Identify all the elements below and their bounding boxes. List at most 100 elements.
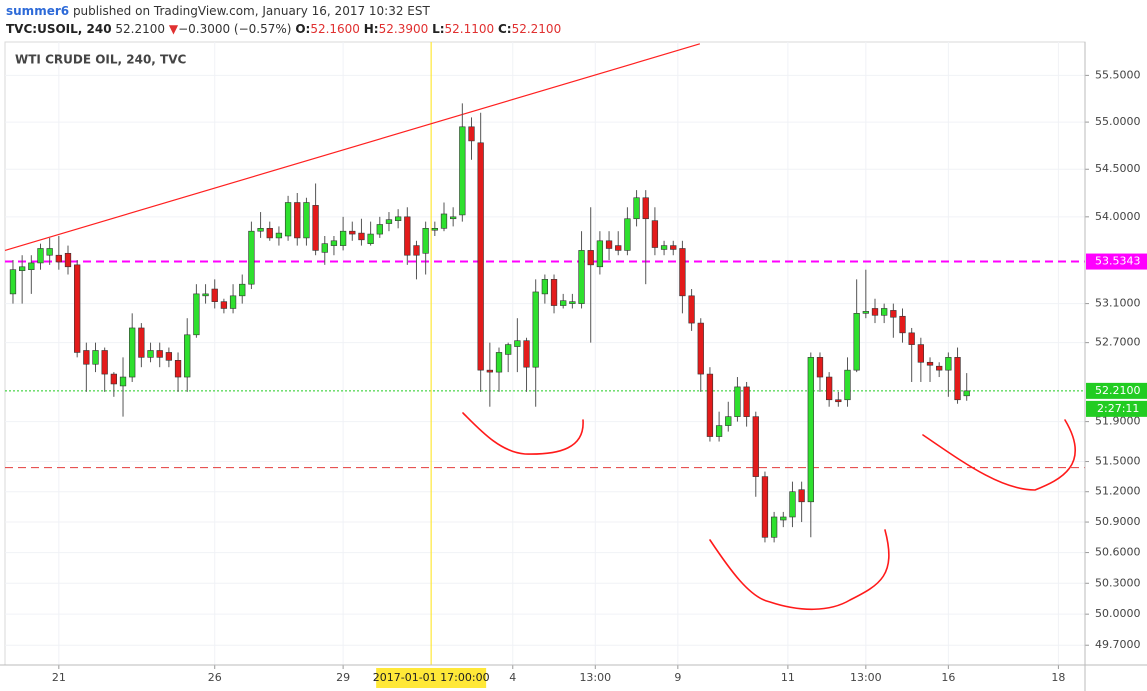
x-tick-label: 11 [781,671,795,684]
countdown: 2:27:11 [1097,402,1139,415]
change-arrow: ▼ [168,22,179,36]
candle-body [615,245,622,251]
candle-body [404,216,411,256]
last-price: 52.2100 [115,22,166,36]
candle-body [798,489,805,503]
candle-body [936,365,943,371]
candle-body [9,269,17,295]
candle-body [321,243,328,253]
candle-body [229,295,237,309]
y-tick-label: 49.7000 [1095,638,1141,651]
candle-body [74,264,81,353]
x-tick-label: 18 [1051,671,1065,684]
low-label: L: [432,22,445,36]
candle-body [715,425,723,437]
candle-body [560,300,567,306]
x-tick-label: 9 [674,671,681,684]
header: summer6 published on TradingView.com, Ja… [6,2,561,38]
countdown-box [1086,400,1147,417]
candle-body [129,327,136,378]
candle-body [881,308,888,316]
candle-body [523,340,530,368]
candle-body [46,248,53,256]
author[interactable]: summer6 [6,4,70,18]
candle-body [174,360,182,378]
candle-body [605,240,613,249]
candle-body [450,216,457,220]
candle-body [780,516,787,521]
level-label-box [1086,382,1147,399]
marks [4,42,1085,665]
candle-body [64,252,72,268]
candle-body [202,293,209,297]
candle-body [945,357,952,371]
candle-body [239,283,246,297]
crosshair-label-box [376,668,487,688]
candle-body [92,350,99,365]
x-tick-label: 4 [509,671,516,684]
candle-body [312,205,319,251]
y-tick-label: 50.6000 [1095,546,1141,559]
candle-body [642,197,649,220]
high-label: H: [363,22,379,36]
grid [5,42,1085,665]
chart-title: WTI CRUDE OIL, 240, TVC [15,53,186,67]
candle-body [211,288,218,302]
candle-body [697,322,704,375]
drawings [462,412,1077,611]
candle-body [422,228,429,254]
candle-body [917,344,924,363]
freehand-arc [462,412,584,455]
candle-body [578,250,585,304]
candle-body [514,340,521,347]
x-tick-label: 16 [941,671,955,684]
close: 52.2100 [511,22,562,36]
candle-body [844,369,851,401]
candle-body [193,293,200,336]
y-tick-label: 50.0000 [1095,607,1141,620]
candle-body [284,202,292,237]
x-tick-label: 29 [336,671,350,684]
y-tick-label: 50.3000 [1095,576,1141,589]
freehand-arc [922,419,1077,491]
level-label: 52.2100 [1095,384,1141,397]
candle-body [101,350,108,375]
x-tick-label: 26 [208,671,222,684]
published: published on TradingView.com, January 16… [72,4,430,18]
candle-body [367,233,374,244]
candle-body [339,230,347,246]
candle-body [550,279,558,306]
candle-body [83,350,90,365]
candle-body [505,344,512,355]
candle-body [55,254,62,263]
candle-body [138,327,145,358]
candle-body [486,369,493,373]
y-tick-label: 53.1000 [1095,297,1141,310]
candle-body [459,126,466,216]
candle-body [587,250,594,266]
candle-body [871,308,879,316]
candle-body [294,202,301,239]
candle-body [679,248,686,297]
candle-body [37,248,44,264]
candle-body [385,219,393,224]
candle-body [275,232,283,239]
candle-body [633,197,640,220]
candle-body [926,361,934,366]
candle-body [752,416,759,477]
freehand-arc [709,529,890,611]
y-tick-label: 51.9000 [1095,415,1141,428]
axes: 55.5000 55.0000 54.5000 54.0000 53.1000 52.70… [0,42,1147,691]
candle-body [266,228,273,239]
candle-body [954,357,961,401]
candle-body [28,262,35,270]
candle-body [358,232,365,241]
candle-body [220,301,228,309]
candle-body [789,491,796,518]
level-label: 53.5343 [1095,255,1141,268]
candle-body [413,245,420,256]
candle-body [541,279,549,295]
candle-body [184,334,191,378]
candle-body [303,202,310,239]
